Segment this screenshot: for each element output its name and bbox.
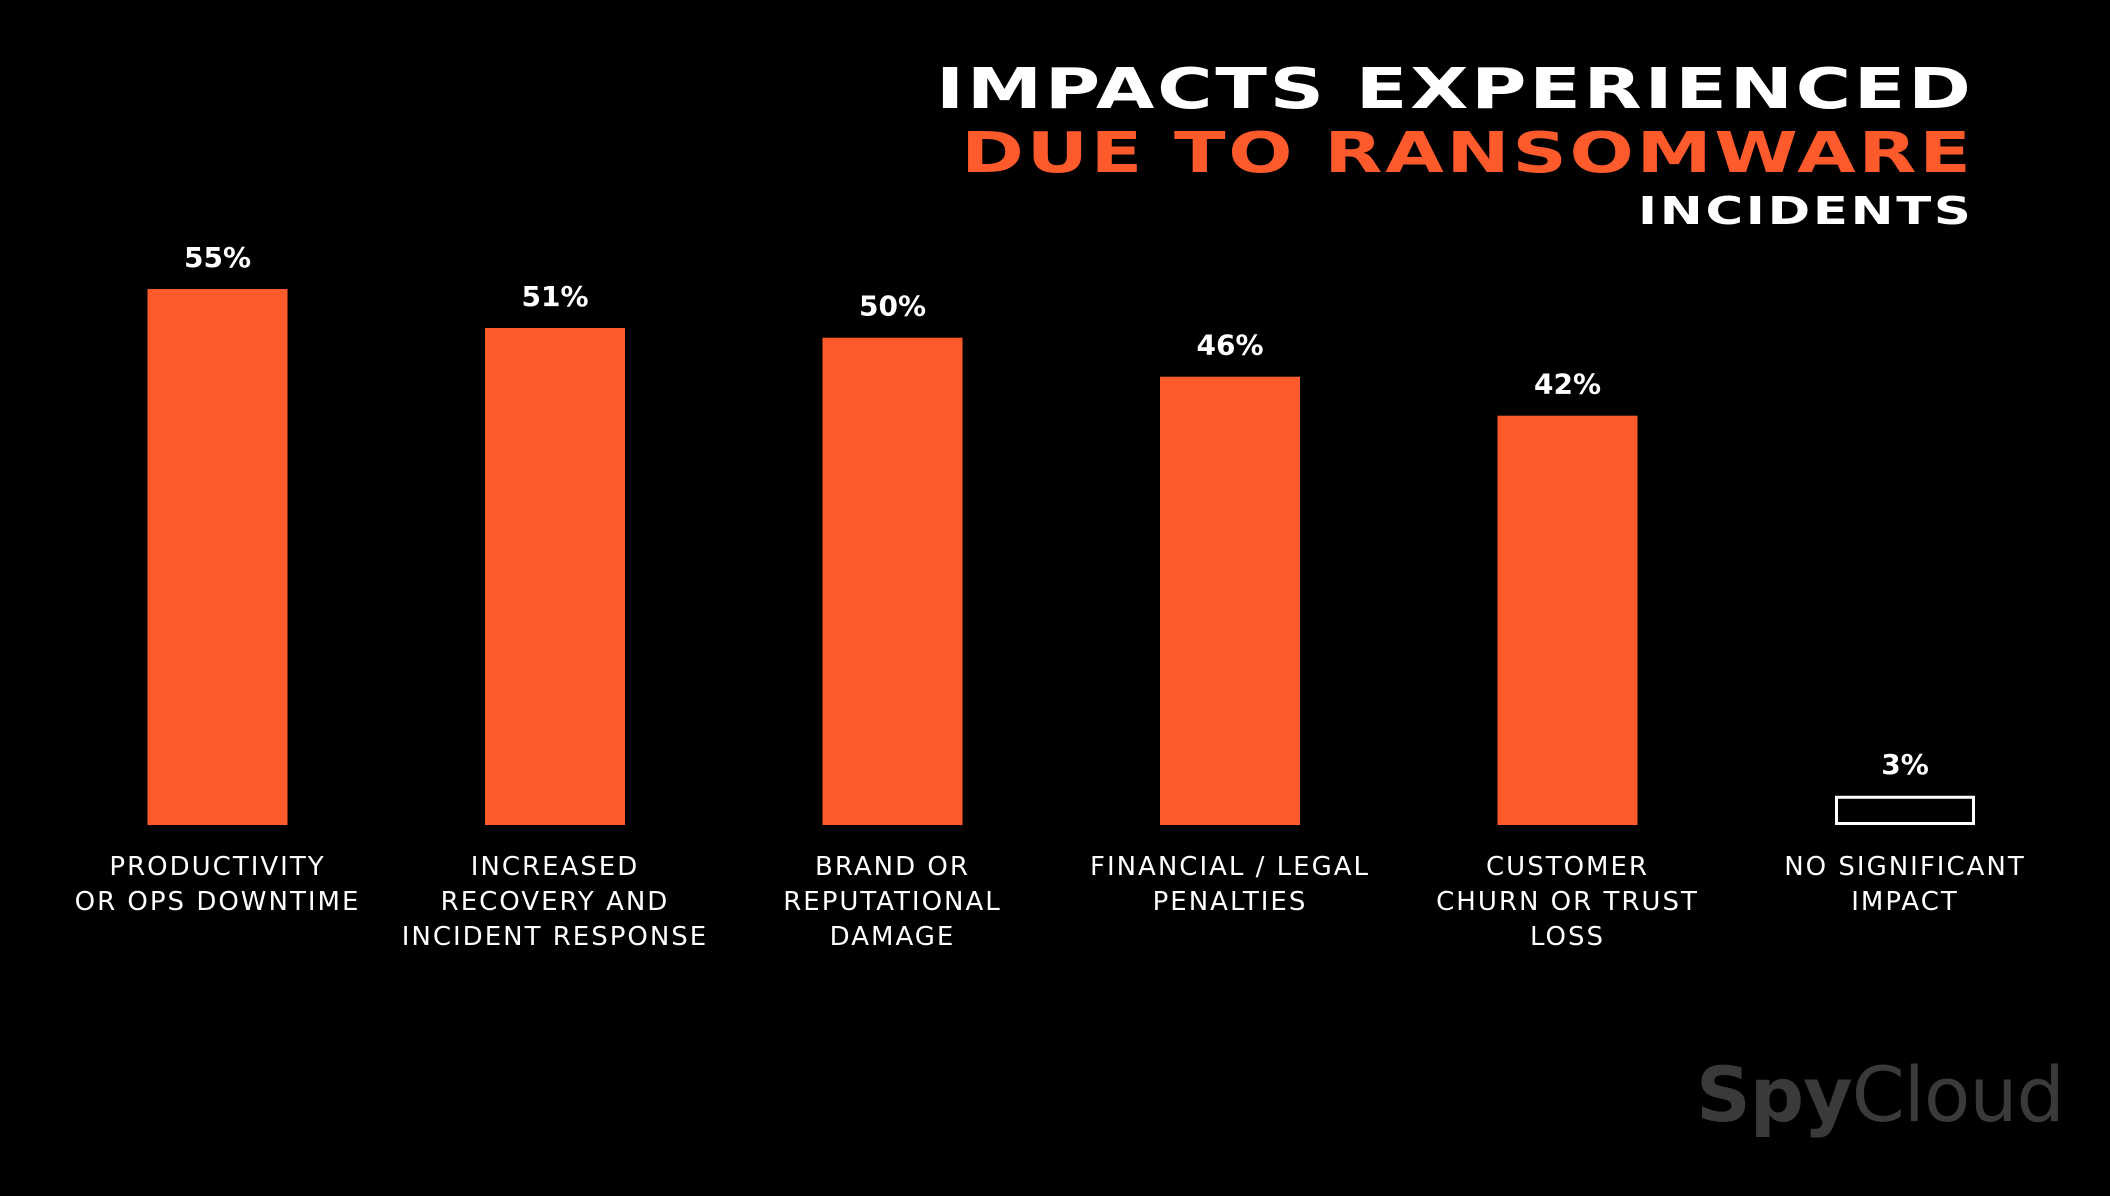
bar-6 bbox=[1835, 795, 1975, 825]
bar-1 bbox=[147, 289, 288, 825]
data-label-4: 46% bbox=[1196, 329, 1263, 362]
data-label-6: 3% bbox=[1881, 748, 1929, 781]
logo-cloud-text: Cloud bbox=[1851, 1050, 2065, 1139]
title-line-2: DUE TO RANSOMWARE bbox=[961, 121, 1974, 186]
data-label-1: 55% bbox=[184, 241, 251, 274]
chart-title: IMPACTS EXPERIENCED DUE TO RANSOMWARE IN… bbox=[936, 62, 1974, 231]
bar-5 bbox=[1497, 415, 1638, 825]
category-label-3: BRAND OR REPUTATIONAL DAMAGE bbox=[783, 852, 1002, 952]
data-label-2: 51% bbox=[521, 280, 588, 313]
title-line-3: INCIDENTS bbox=[1638, 189, 1974, 233]
category-label-6: NO SIGNIFICANT IMPACT bbox=[1784, 852, 2026, 917]
spycloud-logo: SpyCloud bbox=[1696, 1050, 2065, 1139]
category-label-4: FINANCIAL / LEGAL PENALTIES bbox=[1089, 852, 1371, 917]
logo-spy-text: Spy bbox=[1696, 1050, 1853, 1139]
category-label-1: PRODUCTIVITY OR OPS DOWNTIME bbox=[74, 852, 361, 917]
bar-3 bbox=[822, 337, 963, 825]
bar-2 bbox=[485, 327, 625, 825]
data-label-5: 42% bbox=[1534, 368, 1601, 401]
category-label-2: INCREASED RECOVERY AND INCIDENT RESPONSE bbox=[401, 852, 709, 952]
data-label-3: 50% bbox=[859, 290, 926, 323]
bar-4 bbox=[1160, 376, 1300, 825]
category-label-5: CUSTOMER CHURN OR TRUST LOSS bbox=[1436, 852, 1699, 952]
title-line-1: IMPACTS EXPERIENCED bbox=[936, 57, 1974, 122]
